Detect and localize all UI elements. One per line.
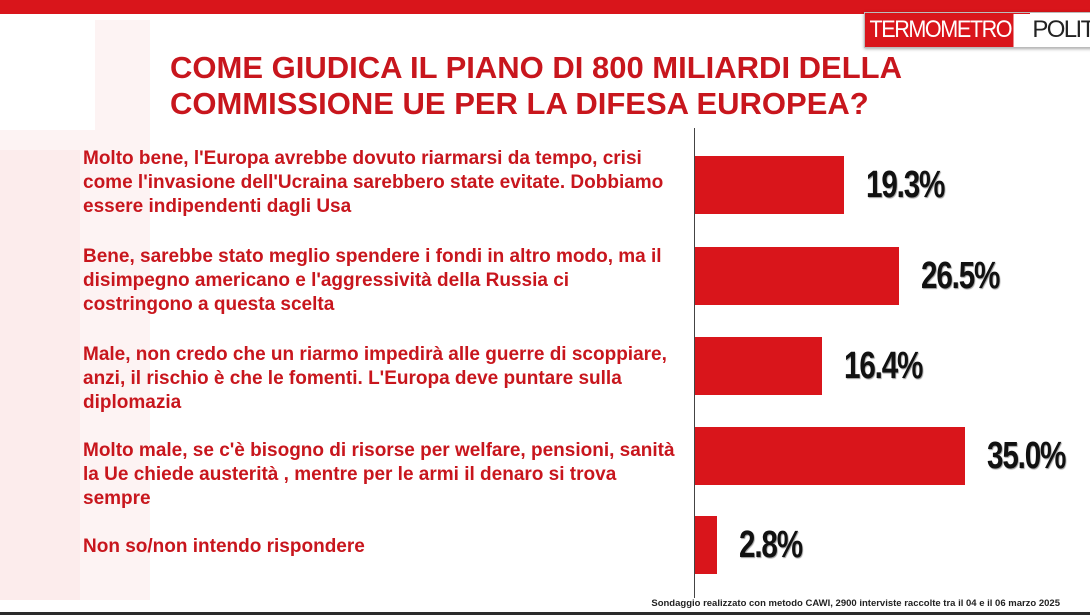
- value-label: 19.3%: [866, 164, 945, 206]
- value-label: 35.0%: [987, 435, 1066, 477]
- value-label: 2.8%: [739, 524, 803, 566]
- bottom-border: [0, 612, 1090, 615]
- chart-axis-line: [694, 128, 695, 598]
- top-accent-bar: [0, 0, 1090, 14]
- category-label: Molto bene, l'Europa avrebbe dovuto riar…: [83, 148, 664, 217]
- bar: [695, 247, 899, 305]
- logo-part-politico: POLITICO: [1030, 13, 1090, 47]
- value-label: 16.4%: [844, 345, 923, 387]
- chart-title: COME GIUDICA IL PIANO DI 800 MILIARDI DE…: [170, 50, 901, 121]
- bar: [695, 337, 822, 395]
- bar: [695, 516, 717, 574]
- logo-part-termometro: TERMOMETRO: [865, 13, 1014, 47]
- watermark-stripe: [0, 150, 80, 600]
- category-label: Molto male, se c'è bisogno di risorse pe…: [83, 440, 675, 509]
- category-label: Bene, sarebbe stato meglio spendere i fo…: [83, 246, 662, 315]
- termometro-politico-logo: TERMOMETRO POLITICO: [864, 12, 1090, 48]
- bar: [695, 427, 965, 485]
- value-label: 26.5%: [921, 255, 1000, 297]
- category-label: Non so/non intendo rispondere: [83, 536, 365, 557]
- category-label: Male, non credo che un riarmo impedirà a…: [83, 344, 667, 413]
- survey-footnote: Sondaggio realizzato con metodo CAWI, 29…: [651, 598, 1060, 609]
- bar: [695, 156, 844, 214]
